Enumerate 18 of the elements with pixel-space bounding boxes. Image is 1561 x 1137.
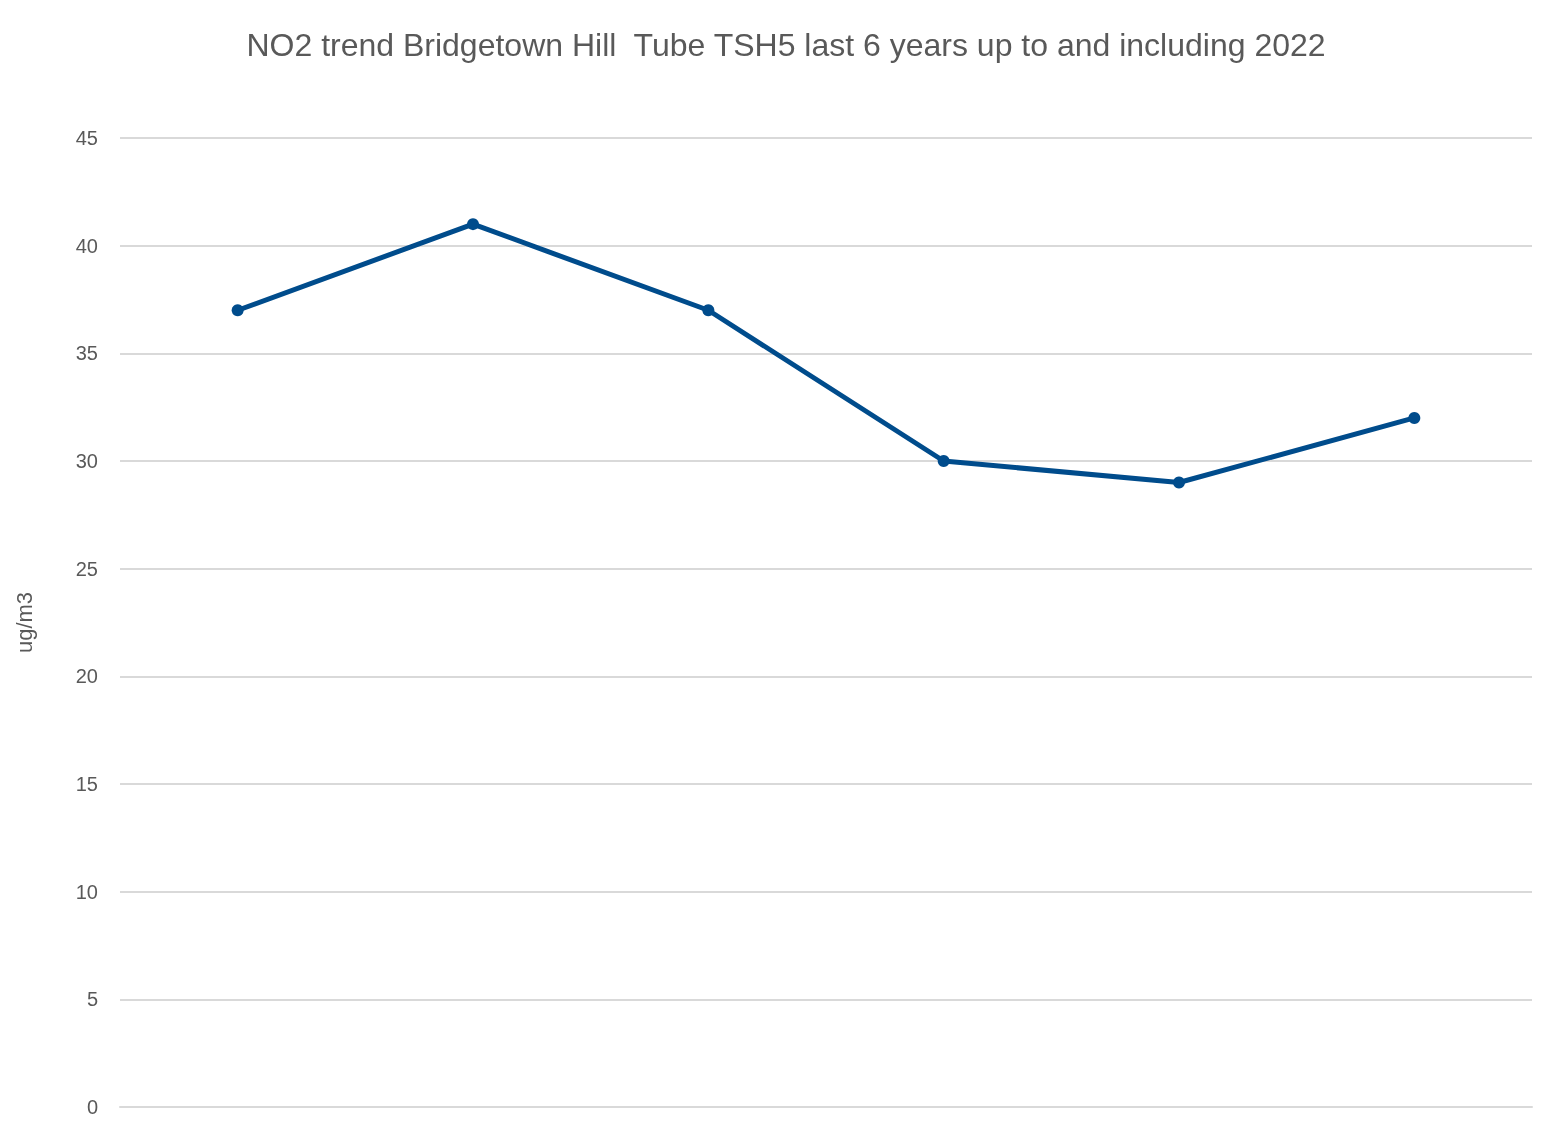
point: [937, 455, 950, 467]
point: [702, 304, 715, 317]
chart-title: NO2 trend Bridgetown Hill Tube TSH5 last 6 years up to and including 2022: [246, 27, 1326, 63]
y-tick-label: 45: [75, 127, 98, 149]
point: [1408, 411, 1421, 424]
point: [1173, 476, 1185, 489]
point: [467, 218, 479, 231]
y-axis-title: ug/m3: [11, 591, 37, 654]
y-tick-label: 25: [75, 557, 98, 580]
point: [231, 304, 244, 317]
y-tick-label: 40: [75, 234, 98, 257]
y-tick-label: 0: [86, 1096, 98, 1118]
y-tick-label: 5: [86, 988, 98, 1011]
y-tick-label: 20: [75, 665, 98, 688]
y-tick-label: 10: [75, 880, 98, 903]
y-tick-label: 15: [75, 773, 98, 795]
y-tick-label: 35: [75, 342, 98, 365]
y-tick-label: 30: [75, 450, 98, 472]
